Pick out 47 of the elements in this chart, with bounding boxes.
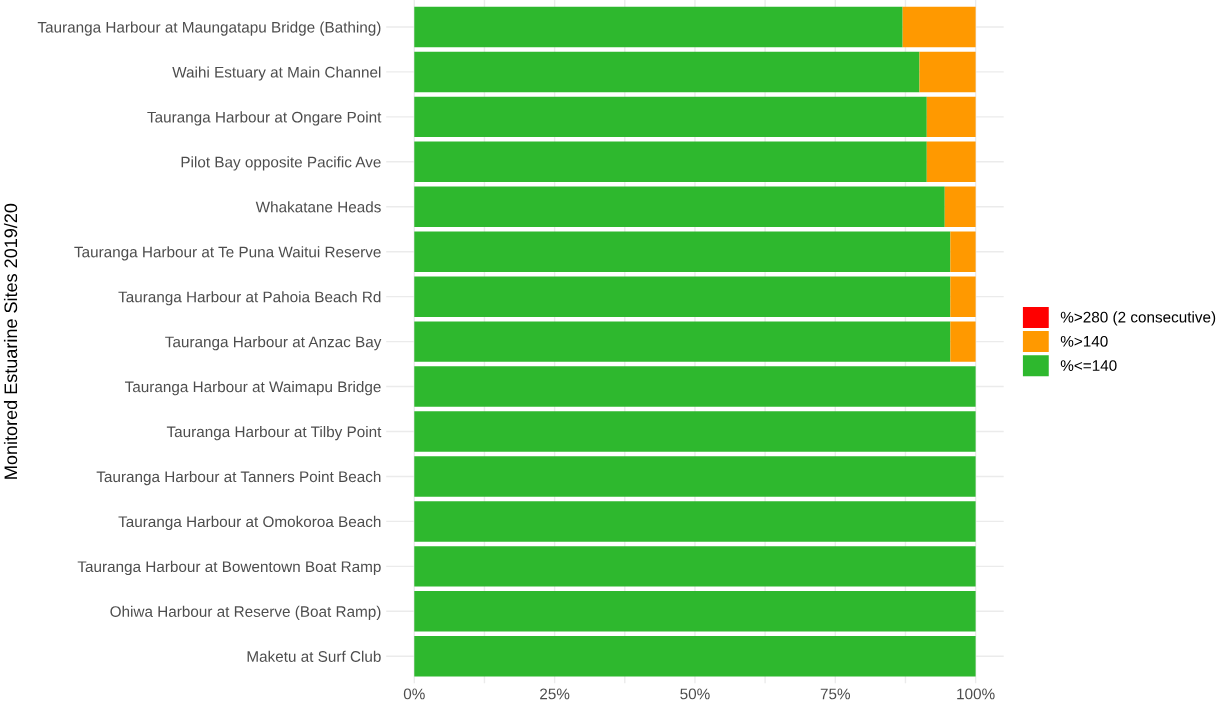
bar (919, 51, 976, 93)
legend-label: %>140 (1060, 335, 1108, 347)
y-tick-label: Tauranga Harbour at Maungatapu Bridge (Bathing) (37, 21, 381, 36)
x-tick-label: 25% (540, 688, 570, 700)
bar (950, 321, 976, 362)
bar (414, 321, 951, 362)
legend-label: %>280 (2 consecutive) (1060, 311, 1216, 326)
bar (414, 546, 976, 587)
y-tick-label: Tauranga Harbour at Pahoia Beach Rd (118, 291, 381, 306)
bar (414, 141, 927, 183)
bar (414, 366, 976, 407)
y-tick-label: Tauranga Harbour at Anzac Bay (165, 336, 382, 351)
x-tick-label: 100% (957, 688, 995, 700)
bar (414, 276, 951, 317)
y-tick-label: Waihi Estuary at Main Channel (172, 66, 381, 81)
y-tick-label: Tauranga Harbour at Omokoroa Beach (118, 515, 381, 531)
bar (950, 231, 976, 272)
y-tick-label: Pilot Bay opposite Pacific Ave (181, 156, 381, 171)
bar (414, 96, 927, 138)
y-tick-label: Ohiwa Harbour at Reserve (Boat Ramp) (110, 605, 381, 621)
bar (902, 6, 976, 48)
bar (926, 96, 976, 138)
x-tick-label: 50% (680, 688, 710, 700)
bar (414, 501, 976, 542)
bar (944, 186, 976, 227)
bar (414, 6, 903, 48)
y-tick-label: Tauranga Harbour at Tilby Point (166, 425, 382, 441)
y-tick-label: Tauranga Harbour at Te Puna Waitui Reserve (74, 246, 381, 261)
legend-label: %<=140 (1060, 360, 1117, 371)
bar (414, 456, 976, 497)
x-tick-label: 75% (820, 688, 851, 700)
y-tick-label: Whakatane Heads (255, 201, 381, 213)
bar (414, 591, 976, 632)
bar (414, 231, 951, 272)
y-axis-title: Monitored Estuarine Sites 2019/20 (3, 203, 18, 479)
y-tick-label: Tauranga Harbour at Waimapu Bridge (124, 381, 381, 396)
y-tick-label: Maketu at Surf Club (247, 650, 381, 662)
y-tick-label: Tauranga Harbour at Bowentown Boat Ramp (77, 560, 381, 576)
bar (926, 141, 976, 183)
bar (414, 636, 976, 677)
bar (414, 186, 945, 227)
y-tick-label: Tauranga Harbour at Tanners Point Beach (96, 470, 381, 486)
bar (950, 276, 976, 317)
bar (414, 411, 976, 452)
y-tick-label: Tauranga Harbour at Ongare Point (147, 111, 382, 126)
x-tick-label: 0% (403, 688, 425, 700)
bar (414, 51, 920, 93)
